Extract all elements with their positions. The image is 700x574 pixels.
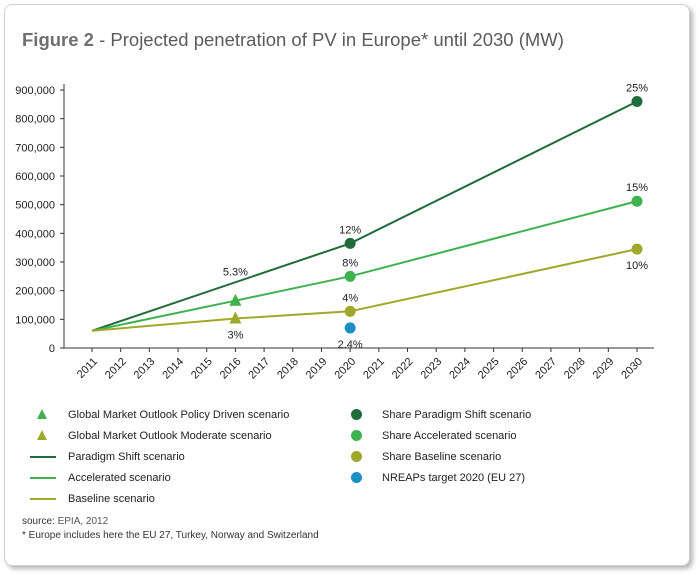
- circle-icon: [344, 450, 368, 464]
- y-tick-label: 200,000: [15, 286, 55, 298]
- chart-title: Figure 2 - Projected penetration of PV i…: [22, 29, 564, 51]
- x-tick-label: 2011: [75, 356, 100, 381]
- data-label: 4%: [342, 292, 358, 304]
- x-tick-label: 2029: [591, 356, 617, 382]
- circle-marker: [344, 305, 356, 317]
- x-tick-label: 2028: [562, 356, 588, 382]
- figure-title-text: - Projected penetration of PV in Europe*…: [93, 29, 564, 50]
- x-tick-label: 2030: [619, 356, 645, 382]
- data-label: 5.3%: [223, 267, 248, 279]
- legend-label: Global Market Outlook Moderate scenario: [68, 430, 272, 442]
- figure-card: [4, 4, 690, 566]
- x-tick-label: 2018: [275, 356, 301, 382]
- legend-line-swatch: [30, 471, 56, 485]
- triangle-icon: [30, 429, 54, 443]
- y-tick-label: 900,000: [15, 85, 55, 97]
- y-tick-label: 100,000: [15, 314, 55, 326]
- x-tick-label: 2022: [390, 356, 416, 382]
- circle-marker: [631, 95, 643, 107]
- source-line: source: EPIA, 2012: [22, 516, 108, 527]
- footnote: * Europe includes here the EU 27, Turkey…: [22, 530, 319, 541]
- x-tick-label: 2024: [447, 356, 473, 382]
- series-line-paradigm-shift-scenario: [91, 100, 638, 332]
- circle-icon: [344, 408, 368, 422]
- x-tick-label: 2019: [304, 356, 330, 382]
- circle-marker: [344, 270, 356, 282]
- y-tick-label: 400,000: [15, 228, 55, 240]
- circle-marker: [344, 237, 356, 249]
- x-tick-label: 2020: [332, 356, 358, 382]
- circle-marker: [631, 195, 643, 207]
- y-tick-label: 0: [49, 343, 55, 355]
- data-label: 8%: [342, 257, 358, 269]
- circle-icon: [344, 471, 368, 485]
- x-tick-label: 2015: [189, 356, 215, 382]
- legend-label: Paradigm Shift scenario: [68, 451, 185, 463]
- y-tick-label: 700,000: [15, 142, 55, 154]
- y-tick-label: 500,000: [15, 200, 55, 212]
- legend-line-swatch: [30, 492, 56, 506]
- circle-marker: [631, 243, 643, 255]
- source-text: EPIA, 2012: [54, 516, 109, 527]
- x-tick-label: 2013: [132, 356, 158, 382]
- x-tick-label: 2017: [246, 356, 272, 382]
- series-line-baseline-scenario: [91, 248, 638, 332]
- legend-label: Global Market Outlook Policy Driven scen…: [68, 409, 290, 421]
- data-label: 15%: [626, 182, 648, 194]
- legend-label: Share Accelerated scenario: [382, 430, 517, 442]
- circle-icon: [344, 429, 368, 443]
- legend-label: Baseline scenario: [68, 493, 155, 505]
- data-label: 25%: [626, 82, 648, 94]
- x-tick-label: 2026: [505, 356, 531, 382]
- y-tick-label: 800,000: [15, 114, 55, 126]
- series-line-accelerated-scenario: [91, 200, 638, 332]
- legend-label: Share Baseline scenario: [382, 451, 502, 463]
- data-label: 10%: [626, 260, 648, 272]
- circle-marker: [344, 322, 356, 334]
- y-tick-label: 600,000: [15, 171, 55, 183]
- x-tick-label: 2021: [361, 356, 387, 382]
- x-tick-label: 2027: [533, 356, 559, 382]
- legend-label: NREAPs target 2020 (EU 27): [382, 472, 526, 484]
- legend-label: Share Paradigm Shift scenario: [382, 409, 532, 421]
- data-label: 2.4%: [338, 339, 363, 351]
- x-tick-label: 2025: [476, 356, 502, 382]
- triangle-icon: [30, 408, 54, 422]
- legend-label: Accelerated scenario: [68, 472, 171, 484]
- x-tick-label: 2016: [218, 356, 244, 382]
- source-prefix: source:: [22, 516, 55, 527]
- y-tick-label: 300,000: [15, 257, 55, 269]
- triangle-marker: [229, 293, 242, 306]
- data-label: 3%: [227, 329, 243, 341]
- figure-number: Figure 2: [22, 29, 94, 50]
- data-label: 12%: [339, 224, 361, 236]
- x-tick-label: 2014: [160, 356, 186, 382]
- legend-line-swatch: [30, 450, 56, 464]
- triangle-marker: [229, 311, 242, 324]
- x-tick-label: 2012: [103, 356, 129, 382]
- x-tick-label: 2023: [419, 356, 445, 382]
